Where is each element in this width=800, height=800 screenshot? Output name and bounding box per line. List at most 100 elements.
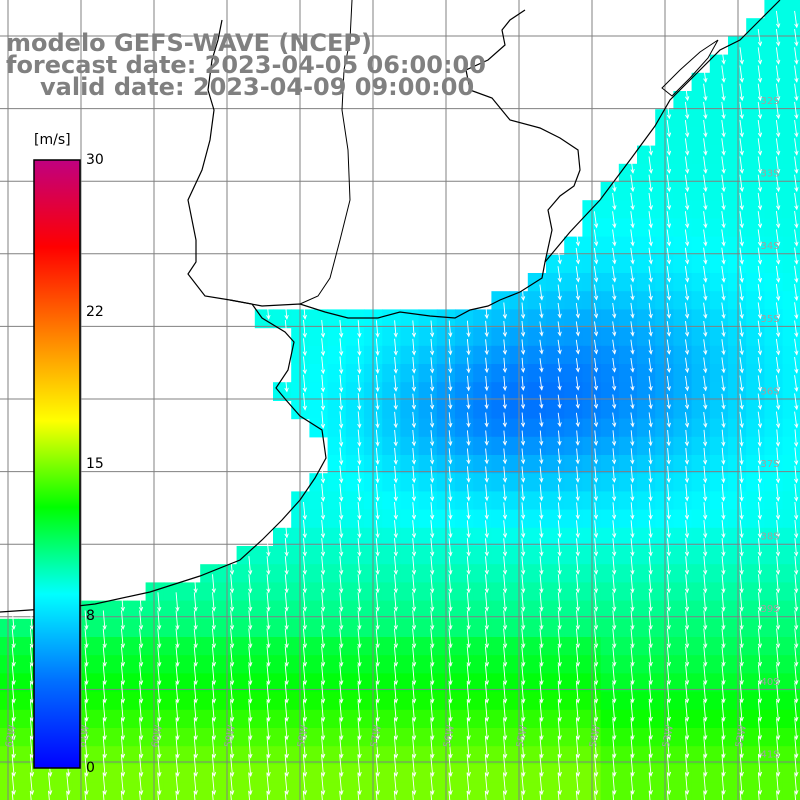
wind-cell: [0, 618, 19, 638]
wind-cell: [400, 400, 420, 420]
wind-arrow: [630, 266, 635, 283]
wind-arrow: [266, 592, 271, 612]
wind-cell: [455, 673, 474, 693]
wind-arrow: [794, 646, 799, 667]
wind-cell: [673, 491, 693, 511]
wind-cell: [345, 764, 365, 784]
wind-arrow: [630, 682, 635, 704]
wind-cell: [764, 91, 784, 110]
wind-arrow: [339, 772, 344, 796]
wind-cell: [746, 382, 765, 401]
wind-cell: [782, 291, 800, 310]
wind-arrow: [193, 772, 198, 796]
wind-arrow: [648, 174, 653, 193]
wind-arrow: [466, 520, 471, 539]
wind-cell: [600, 746, 620, 765]
wind-arrow: [466, 646, 471, 667]
wind-arrow: [120, 736, 126, 759]
wind-arrow: [193, 736, 198, 759]
wind-arrow: [757, 682, 763, 704]
wind-cell: [54, 764, 74, 784]
wind-arrow: [703, 484, 708, 502]
wind-cell: [382, 564, 401, 583]
wind-arrow: [648, 357, 653, 373]
wind-cell: [691, 218, 711, 238]
wind-arrow: [466, 556, 471, 575]
wind-cell: [200, 764, 219, 784]
wind-cell: [600, 364, 620, 383]
wind-cell: [345, 527, 365, 547]
wind-arrow: [794, 338, 799, 356]
wind-cell: [18, 782, 37, 800]
wind-cell: [491, 455, 511, 474]
wind-arrow: [575, 664, 581, 686]
wind-cell: [345, 691, 365, 711]
wind-cell: [691, 618, 711, 638]
wind-arrow: [794, 718, 799, 741]
wind-cell: [309, 564, 329, 583]
wind-arrow: [302, 646, 308, 667]
wind-cell: [637, 218, 656, 238]
wind-arrow: [575, 610, 580, 631]
wind-cell: [309, 673, 329, 693]
wind-cell: [637, 236, 656, 256]
wind-arrow: [411, 429, 417, 447]
wind-cell: [400, 527, 420, 547]
wind-arrow: [102, 664, 107, 686]
wind-cell: [746, 691, 765, 711]
wind-cell: [709, 382, 729, 401]
wind-cell: [345, 728, 365, 747]
wind-arrow: [175, 682, 180, 704]
wind-arrow: [539, 502, 544, 520]
wind-cell: [309, 600, 329, 620]
wind-arrow: [193, 592, 198, 612]
wind-cell: [600, 382, 620, 401]
wind-arrow: [794, 628, 799, 649]
wind-cell: [127, 709, 147, 729]
wind-arrow: [284, 520, 289, 539]
wind-cell: [382, 582, 401, 602]
wind-cell: [728, 254, 747, 274]
wind-cell: [182, 691, 201, 711]
wind-cell: [145, 764, 165, 784]
wind-arrow: [575, 247, 581, 265]
wind-arrow: [666, 357, 671, 374]
wind-arrow: [684, 302, 690, 319]
wind-cell: [291, 309, 310, 329]
wind-cell: [163, 709, 183, 729]
wind-arrow: [302, 501, 307, 521]
wind-arrow: [630, 302, 635, 319]
wind-arrow: [593, 412, 599, 428]
wind-cell: [473, 618, 492, 638]
wind-cell: [218, 691, 238, 711]
wind-arrow: [411, 448, 417, 465]
wind-arrow: [393, 375, 398, 392]
wind-arrow: [721, 556, 726, 576]
wind-cell: [345, 418, 365, 438]
wind-arrow: [357, 502, 362, 520]
wind-cell: [218, 600, 238, 620]
wind-arrow: [448, 736, 453, 759]
wind-cell: [455, 655, 474, 674]
wind-arrow: [684, 101, 690, 120]
wind-arrow: [375, 356, 380, 375]
wind-cell: [764, 691, 784, 711]
wind-arrow: [775, 393, 781, 411]
wind-arrow: [739, 120, 744, 138]
wind-arrow: [557, 247, 562, 265]
wind-arrow: [739, 520, 744, 539]
wind-arrow: [520, 412, 526, 428]
wind-arrow: [411, 520, 417, 539]
wind-arrow: [703, 574, 708, 594]
wind-arrow: [302, 700, 308, 722]
wind-cell: [455, 327, 474, 347]
wind-arrow: [357, 574, 362, 594]
coastline-rio-de-la-plata-uruguay-brazil: [229, 9, 581, 319]
wind-arrow: [284, 628, 289, 649]
wind-arrow: [557, 520, 562, 539]
wind-arrow: [484, 538, 489, 557]
wind-cell: [473, 345, 492, 365]
wind-arrow: [739, 83, 744, 102]
wind-arrow: [630, 174, 635, 193]
